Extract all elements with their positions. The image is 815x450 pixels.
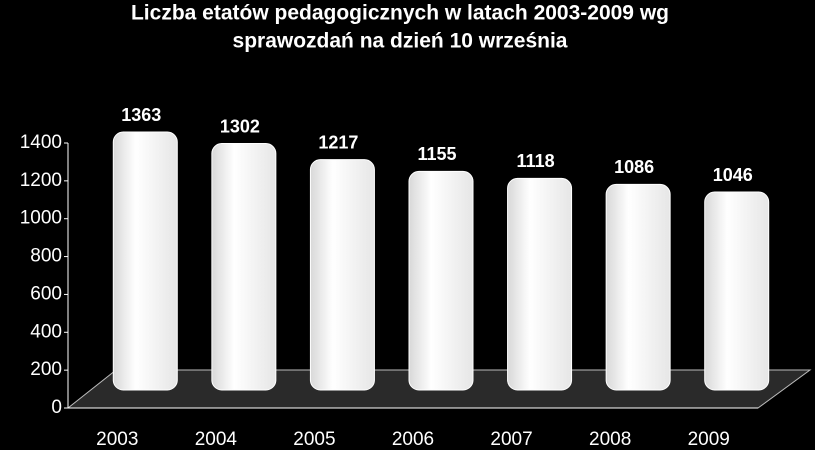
bar bbox=[605, 183, 671, 391]
y-tick-label: 0 bbox=[51, 397, 62, 418]
bar bbox=[309, 159, 375, 391]
bar bbox=[507, 177, 573, 391]
y-tick-label: 1000 bbox=[20, 208, 62, 229]
chart-title: sprawozdań na dzień 10 września bbox=[233, 30, 568, 53]
x-tick-label: 2008 bbox=[589, 429, 631, 450]
y-tick-label: 400 bbox=[30, 321, 62, 342]
value-label: 1302 bbox=[220, 116, 260, 136]
value-label: 1086 bbox=[614, 157, 654, 177]
x-tick-label: 2005 bbox=[293, 429, 335, 450]
bar bbox=[408, 170, 474, 391]
value-label: 1217 bbox=[318, 132, 358, 152]
value-label: 1363 bbox=[121, 105, 161, 125]
value-label: 1155 bbox=[417, 144, 456, 164]
bar bbox=[112, 131, 178, 391]
y-tick-label: 600 bbox=[30, 283, 62, 304]
y-tick-label: 200 bbox=[30, 359, 62, 380]
x-tick-label: 2009 bbox=[688, 429, 730, 450]
y-tick-label: 1400 bbox=[20, 132, 62, 153]
value-label: 1118 bbox=[517, 151, 555, 171]
x-tick-label: 2003 bbox=[96, 429, 138, 450]
chart-title: Liczba etatów pedagogicznych w latach 20… bbox=[131, 2, 669, 25]
bar bbox=[211, 143, 277, 391]
value-label: 1046 bbox=[713, 165, 753, 185]
x-tick-label: 2006 bbox=[392, 429, 434, 450]
y-tick-label: 1200 bbox=[20, 170, 62, 191]
x-tick-label: 2007 bbox=[490, 429, 532, 450]
bar bbox=[704, 191, 770, 391]
y-tick-label: 800 bbox=[30, 246, 62, 267]
x-tick-label: 2004 bbox=[195, 429, 238, 450]
